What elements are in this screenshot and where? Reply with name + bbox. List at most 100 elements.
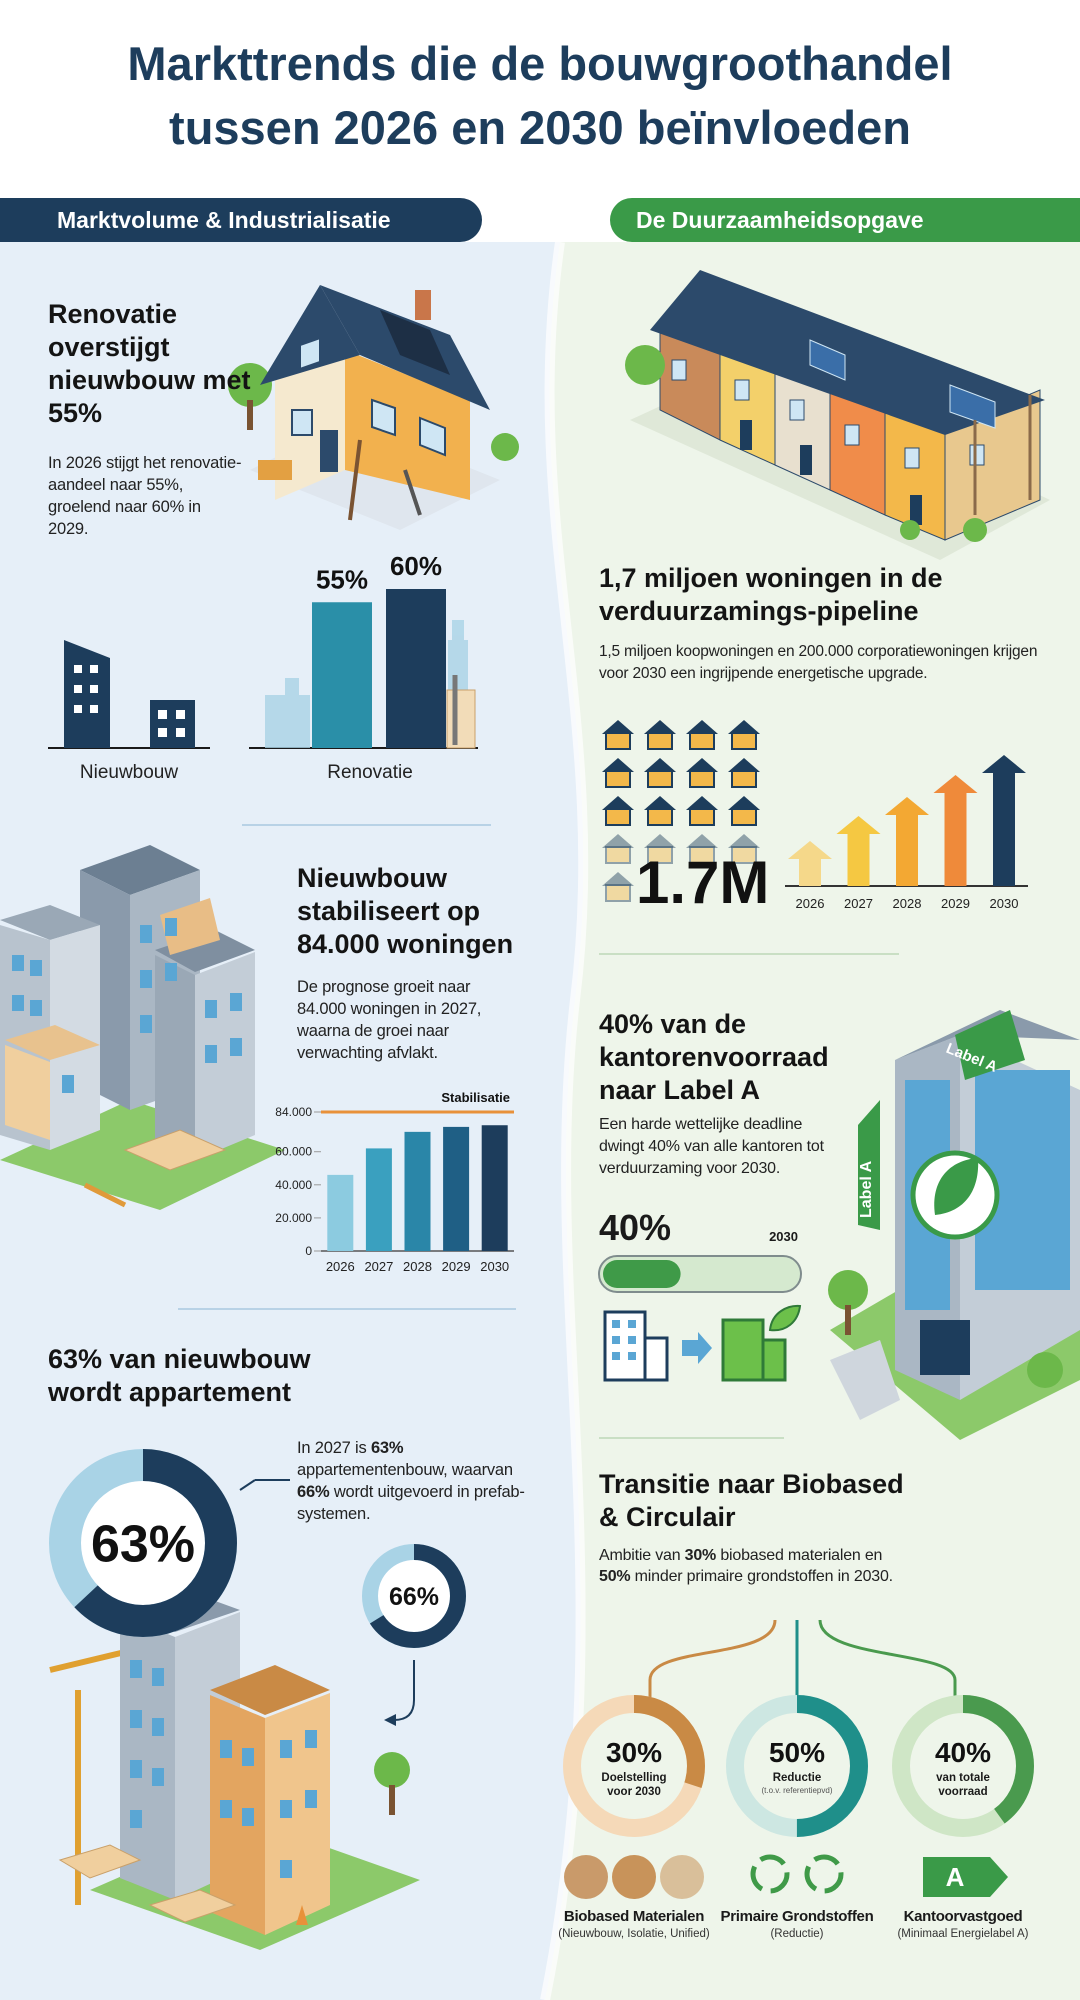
apartment-illustration-part-part	[130, 1710, 142, 1728]
construction-illustration-part-part	[140, 970, 152, 988]
x-tick-label: 2030	[480, 1259, 509, 1274]
donut-bg	[81, 1481, 205, 1605]
text-run: biobased materialen en	[716, 1547, 883, 1564]
construction-illustration-part-part	[30, 1000, 42, 1016]
office-illustration-part	[934, 1158, 979, 1215]
year-label: 2028	[893, 896, 922, 911]
apartment-illustration-part	[148, 1889, 237, 1923]
sign-label: Label A	[858, 1160, 875, 1218]
text-run: 30%	[684, 1547, 717, 1564]
donut-label: 66%	[389, 1583, 439, 1611]
donut-arc	[726, 1695, 868, 1837]
apartment-illustration-part-part	[280, 1860, 292, 1878]
rowhouses-illustration-part-part	[904, 447, 920, 469]
construction-illustration-part-part	[230, 1038, 242, 1056]
house-icon	[728, 834, 760, 848]
house-illustration	[228, 285, 519, 530]
apartment-illustration-part	[130, 1660, 317, 1878]
house-illustration-part	[299, 336, 321, 371]
donut-bg	[378, 1560, 450, 1632]
item-name: Primaire Grondstoffen	[720, 1908, 874, 1925]
arrow	[933, 775, 978, 886]
house-icon	[644, 796, 676, 810]
house-illustration-part	[291, 409, 313, 436]
house-icon	[686, 796, 718, 810]
apartment-illustration-part-part	[242, 1808, 254, 1826]
office-transition-icons-part-part	[612, 1336, 620, 1344]
page-title: Markttrends die de bouwgroothandel	[127, 37, 953, 90]
nieuwbouw-icon-part-part	[90, 705, 98, 713]
y-tick-label: 40.000	[275, 1178, 312, 1192]
apartment-illustration-part	[296, 1905, 308, 1925]
connectors	[648, 1619, 957, 1700]
house-icon	[605, 884, 631, 902]
rowhouses-illustration-part-part	[671, 359, 687, 381]
house-illustration-part	[403, 469, 422, 516]
house-icon	[605, 770, 631, 788]
nieuwbouw-icon-part	[74, 665, 185, 737]
material-icons-part	[923, 1857, 1008, 1897]
item-note: (Reductie)	[770, 1928, 824, 1940]
y-tick-label: 0	[305, 1244, 312, 1258]
nieuwbouw-icon-part-part	[90, 685, 98, 693]
heading: 63% van nieuwbouw wordt appartement	[48, 1344, 311, 1407]
office-transition-icons-part-part	[612, 1320, 620, 1328]
progress-fill	[603, 1260, 681, 1288]
house-icon	[605, 846, 631, 864]
house-icon	[731, 808, 757, 826]
construction-illustration-part	[123, 1129, 227, 1171]
construction-illustration-part-part	[230, 993, 242, 1011]
text-run: wordt uitgevoerd in prefab-systemen.	[297, 1483, 525, 1523]
rowhouses-illustration	[625, 270, 1050, 560]
office-transition-icons-part	[721, 1318, 765, 1382]
apartment-illustration-part	[239, 1479, 256, 1491]
rowhouses-illustration-part-part	[740, 420, 752, 450]
background-part	[540, 241, 589, 2000]
construction-illustration-part-part	[62, 1075, 74, 1093]
bar	[404, 1131, 431, 1251]
arrow	[982, 755, 1026, 886]
office-illustration-part	[858, 1100, 880, 1230]
apartment-illustration-part	[389, 1785, 395, 1815]
heading: 40% van de kantorenvoorraad naar Label A	[599, 1009, 829, 1105]
nieuwbouw-icon-part-part	[74, 685, 82, 693]
construction-illustration-part	[80, 845, 200, 895]
progress-value: 40%	[599, 1207, 672, 1248]
charts: 55% 60% 0 20.000 40.000 60.000 84.000 2026 2027 2…	[49, 551, 1034, 1837]
text-run: 66%	[297, 1483, 330, 1501]
item-name: Biobased Materialen	[563, 1908, 705, 1925]
house-illustration-part	[348, 439, 362, 521]
office-illustration-part	[845, 1305, 851, 1335]
x-tick-label: 2026	[326, 1259, 355, 1274]
donut-arc	[892, 1695, 1034, 1837]
apartment-illustration-part-part	[305, 1730, 317, 1748]
item-name: Kantoorvastgoed	[903, 1908, 1023, 1925]
x-tick-label: 2027	[364, 1259, 393, 1274]
heading: Transitie naar Biobased & Circulair	[599, 1469, 904, 1532]
donut-caption: van totale voorraad	[936, 1772, 990, 1798]
rowhouses-illustration-part	[671, 359, 985, 469]
construction-illustration-part-part	[205, 1000, 217, 1018]
apartment-illustration-part-part	[220, 1800, 232, 1818]
donut-arc	[362, 1544, 466, 1648]
material-icons-part-part	[804, 1854, 844, 1894]
apartment-illustration-part-part	[130, 1810, 142, 1828]
arrow	[836, 816, 881, 886]
house-icon	[647, 770, 673, 788]
apartment-illustration-part-part	[152, 1668, 164, 1686]
material-icons-part	[750, 1854, 844, 1894]
paragraph: Een harde wettelijke deadline dwingt 40%…	[599, 1116, 824, 1177]
nieuwbouw-icon-part-part	[176, 710, 185, 719]
office-illustration-part	[830, 1340, 900, 1420]
year-label: 2026	[796, 896, 825, 911]
apartment-illustration-part-part	[280, 1740, 292, 1758]
rowhouses-illustration-part-part	[734, 379, 750, 401]
category-label: Nieuwbouw	[79, 762, 179, 783]
construction-illustration-part	[155, 930, 255, 972]
house-illustration-part	[258, 460, 292, 480]
house-icon	[731, 770, 757, 788]
house-illustration-part	[380, 310, 450, 375]
office-illustration-part	[1027, 1352, 1063, 1388]
nieuwbouw-icon-part-part	[158, 728, 167, 737]
